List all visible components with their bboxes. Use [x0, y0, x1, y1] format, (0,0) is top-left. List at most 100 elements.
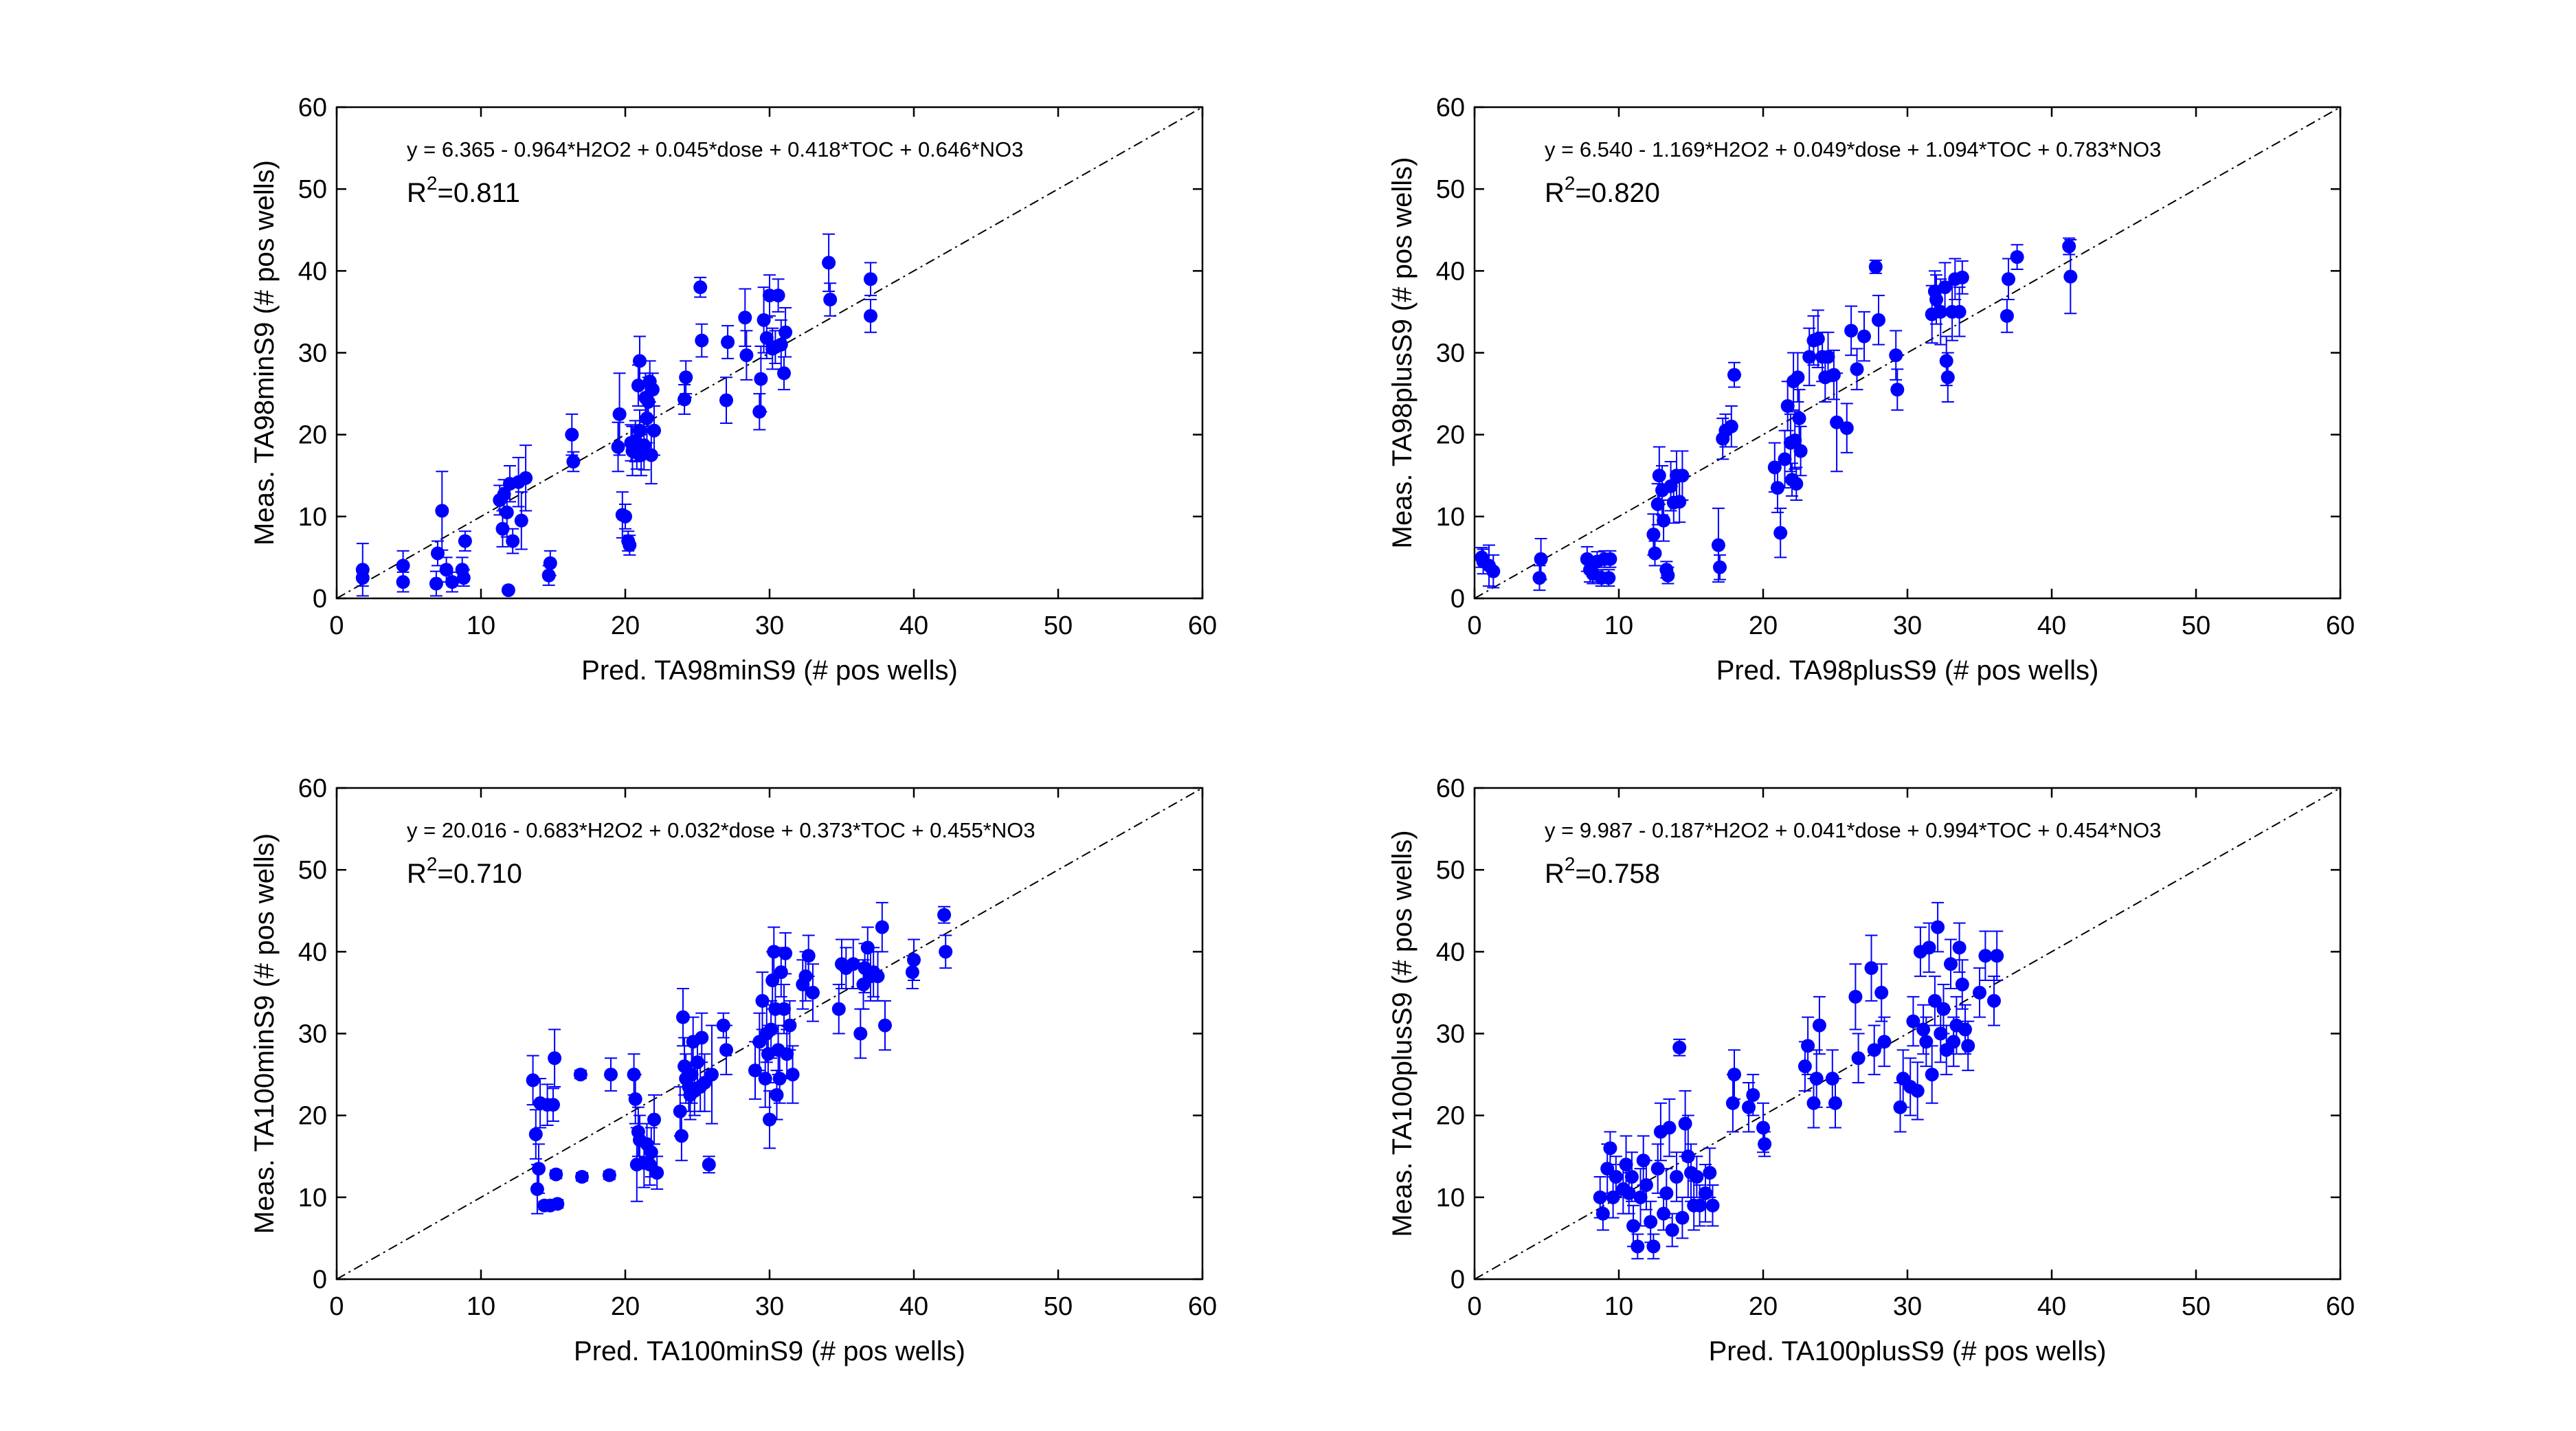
r-squared-superscript: 2 [1565, 172, 1576, 194]
data-point [1944, 957, 1958, 971]
data-point-group [1713, 554, 1727, 581]
data-point [495, 521, 510, 536]
data-point [628, 1092, 642, 1106]
data-point [754, 372, 768, 386]
data-point [739, 348, 754, 363]
data-point [1910, 1083, 1925, 1098]
data-point [1916, 1022, 1931, 1037]
data-point-group [1631, 1233, 1645, 1260]
x-tick-label: 20 [611, 1292, 640, 1321]
data-point [772, 1072, 787, 1086]
data-point [1830, 415, 1844, 429]
data-point-group [528, 1109, 543, 1160]
data-point [1778, 452, 1792, 466]
data-point-group [647, 405, 661, 456]
y-tick-label: 0 [313, 1265, 327, 1294]
data-point-group [831, 984, 846, 1035]
data-point [763, 1112, 776, 1127]
data-point-group [721, 325, 735, 359]
data-point-group [1532, 565, 1547, 591]
data-point-group [771, 278, 785, 313]
data-point [1811, 332, 1825, 346]
data-point-group [878, 1000, 892, 1051]
data-point [1961, 1039, 1975, 1053]
data-point [2000, 308, 2014, 323]
data-point [1889, 348, 1903, 363]
data-point [1595, 1206, 1610, 1221]
x-tick-label: 50 [2182, 1292, 2210, 1321]
data-point-group [506, 528, 520, 554]
data-point [1713, 560, 1727, 574]
y-tick-label: 60 [298, 774, 327, 803]
data-point [1771, 481, 1784, 495]
data-point [458, 534, 472, 548]
data-point [2010, 250, 2024, 264]
y-tick-label: 40 [1436, 938, 1465, 967]
data-point-group [1889, 330, 1903, 381]
data-point [1675, 1210, 1690, 1225]
data-point [1952, 304, 1967, 319]
data-point-group [853, 1008, 868, 1059]
data-point-group [907, 938, 921, 982]
data-point [644, 1145, 658, 1160]
data-point [1672, 495, 1687, 509]
data-point-group [939, 934, 953, 969]
data-point-group [739, 330, 754, 381]
data-point-group [1839, 403, 1854, 453]
data-point-group [719, 1024, 733, 1076]
x-axis-label: Pred. TA100minS9 (# pos wells) [574, 1336, 965, 1366]
x-axis-label: Pred. TA98plusS9 (# pos wells) [1716, 655, 2099, 686]
data-point [871, 969, 885, 984]
data-point-group [1690, 1156, 1704, 1198]
y-tick-label: 20 [1436, 421, 1465, 450]
data-point [1864, 961, 1879, 976]
data-point-group [2002, 258, 2015, 301]
r-squared-superscript: 2 [1565, 853, 1576, 875]
r-squared-label: R2=0.820 [1545, 172, 1660, 208]
data-point-group [1646, 1233, 1661, 1260]
data-point [1703, 1166, 1717, 1180]
data-point [546, 1098, 560, 1112]
data-point-group [1773, 507, 1788, 559]
data-point-group [1890, 368, 1905, 411]
data-point [1919, 1035, 1934, 1049]
y-tick-label: 30 [1436, 1020, 1465, 1049]
y-axis-label: Meas. TA100minS9 (# pos wells) [249, 833, 280, 1234]
data-point-group [546, 1088, 560, 1123]
data-point [1789, 477, 1804, 491]
data-point [1940, 370, 1955, 385]
data-point-group [823, 282, 838, 317]
y-tick-label: 60 [1436, 774, 1465, 803]
chart-panel-2: 0 10 20 30 40 50 60 0 10 20 30 40 50 60 Pred. TA98plus… [1387, 93, 2355, 686]
x-tick-label: 30 [1893, 611, 1922, 640]
data-point [1868, 260, 1883, 274]
data-point [822, 256, 836, 270]
data-point-group [456, 569, 471, 587]
data-point-group [445, 571, 459, 593]
data-point-group [1987, 976, 2001, 1026]
data-point-group [647, 1094, 661, 1145]
data-point-group [1609, 1156, 1623, 1198]
data-point-group [1848, 963, 1863, 1030]
data-point-group [738, 288, 752, 347]
data-point [939, 945, 953, 959]
data-point-group [1633, 1168, 1648, 1227]
data-point [1773, 526, 1788, 540]
data-point-group [1931, 901, 1945, 953]
x-tick-label: 40 [2037, 1292, 2066, 1321]
x-axis-ticks: 0 10 20 30 40 50 60 [329, 788, 1217, 1321]
x-axis-ticks: 0 10 20 30 40 50 60 [329, 107, 1217, 640]
data-point [1678, 1116, 1692, 1131]
data-point-group [1727, 361, 1741, 388]
data-point-group [1662, 1098, 1677, 1158]
data-point [774, 337, 788, 352]
data-point [695, 333, 709, 348]
data-point [456, 571, 471, 585]
data-point [738, 311, 752, 325]
data-point-group [548, 1028, 562, 1088]
data-point [1624, 1170, 1639, 1184]
data-point-group [1910, 1061, 1925, 1120]
x-axis-label: Pred. TA100plusS9 (# pos wells) [1709, 1336, 2107, 1366]
data-point [575, 1170, 589, 1184]
data-point [549, 1167, 563, 1182]
